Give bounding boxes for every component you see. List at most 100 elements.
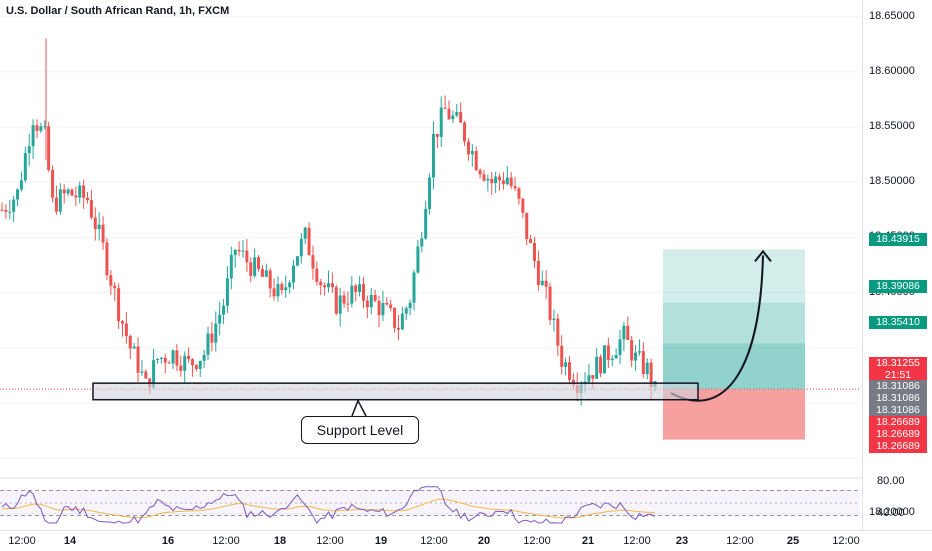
candle xyxy=(206,326,210,361)
candle xyxy=(451,110,455,124)
price-tick: 18.20000 xyxy=(869,506,915,519)
candle xyxy=(602,345,606,374)
price-badge: 18.26689 xyxy=(869,440,927,453)
candle xyxy=(626,316,630,341)
candle xyxy=(210,321,214,352)
candle xyxy=(190,358,194,377)
candle xyxy=(634,344,638,371)
candle xyxy=(540,270,544,287)
candle xyxy=(245,238,249,272)
candle xyxy=(525,212,529,245)
candle xyxy=(509,172,513,189)
candle xyxy=(420,232,424,253)
candle xyxy=(494,171,498,193)
candle xyxy=(428,173,432,215)
time-tick: 14 xyxy=(63,535,77,547)
price-badge: 18.31086 xyxy=(869,392,927,405)
candle xyxy=(198,360,202,377)
time-tick: 21 xyxy=(581,535,595,547)
candle xyxy=(327,270,330,293)
candle xyxy=(229,246,233,290)
candle xyxy=(416,239,420,274)
candle xyxy=(338,287,342,327)
candle xyxy=(567,356,571,385)
candle xyxy=(159,356,163,364)
target-zone-upper xyxy=(663,249,805,303)
candle xyxy=(253,248,257,278)
price-badge: 18.35410 xyxy=(869,316,927,329)
candle xyxy=(19,171,23,192)
time-tick: 16 xyxy=(161,535,175,547)
candle xyxy=(194,364,198,372)
rsi-indicator xyxy=(0,477,932,524)
candle xyxy=(439,96,443,147)
candle xyxy=(58,183,62,215)
candle xyxy=(560,335,564,375)
candle xyxy=(225,266,229,313)
candle xyxy=(70,188,74,197)
candle xyxy=(614,348,618,359)
price-tick: 18.50000 xyxy=(869,175,915,188)
price-tick: 18.60000 xyxy=(869,64,915,77)
candle xyxy=(365,295,369,319)
candle xyxy=(443,95,447,109)
candle xyxy=(101,216,105,250)
price-badge: 18.31086 xyxy=(869,380,927,393)
candle xyxy=(319,278,323,296)
candle xyxy=(463,120,467,146)
candle xyxy=(521,197,525,219)
candle xyxy=(501,172,505,190)
candle xyxy=(622,321,626,352)
candle xyxy=(167,360,171,364)
time-tick: 12:00 xyxy=(8,535,36,547)
candle xyxy=(299,232,303,264)
candle xyxy=(478,168,482,179)
candle xyxy=(482,169,486,182)
candle xyxy=(645,358,649,380)
candle xyxy=(51,165,55,203)
price-axis[interactable]: 18.6500018.6000018.5500018.5000018.45000… xyxy=(862,0,932,530)
candle xyxy=(610,355,614,367)
candle xyxy=(424,200,428,240)
candle xyxy=(536,250,540,291)
price-badge: 18.43915 xyxy=(869,233,927,246)
candle xyxy=(175,343,179,372)
support-zone[interactable] xyxy=(92,382,699,417)
long-position-tool[interactable] xyxy=(663,249,805,440)
candle xyxy=(47,121,51,173)
rsi-ma-line xyxy=(1,498,656,519)
candle xyxy=(124,311,128,344)
candle xyxy=(27,133,31,166)
callout-pointer xyxy=(351,398,367,417)
candle xyxy=(66,187,70,197)
time-axis[interactable]: 12:00 14 16 12:00 18 12:00 19 12:00 20 12:00 21 12:… xyxy=(0,530,932,551)
candle xyxy=(128,334,132,360)
candle xyxy=(307,222,311,256)
rsi-tick: 80.00 xyxy=(877,475,905,487)
support-box[interactable] xyxy=(92,382,699,401)
candle xyxy=(513,176,517,191)
candle xyxy=(587,364,591,383)
candle xyxy=(16,188,20,207)
candle xyxy=(292,260,296,290)
candle xyxy=(404,306,408,321)
price-chart[interactable] xyxy=(0,0,932,530)
target-zone-middle xyxy=(663,302,805,344)
candle xyxy=(62,184,66,204)
candle xyxy=(171,349,175,369)
candle xyxy=(54,185,58,215)
candle xyxy=(155,358,159,364)
candle xyxy=(284,275,288,298)
candle xyxy=(280,281,284,295)
candlestick-series xyxy=(0,38,860,406)
candle xyxy=(288,280,292,294)
candle xyxy=(544,270,548,300)
candle xyxy=(260,264,264,278)
candle xyxy=(354,283,358,302)
candle xyxy=(408,299,412,316)
candle xyxy=(89,190,93,220)
candle xyxy=(109,269,113,295)
candle xyxy=(120,319,124,337)
candle xyxy=(400,306,404,331)
price-badge: 18.39086 xyxy=(869,280,927,293)
